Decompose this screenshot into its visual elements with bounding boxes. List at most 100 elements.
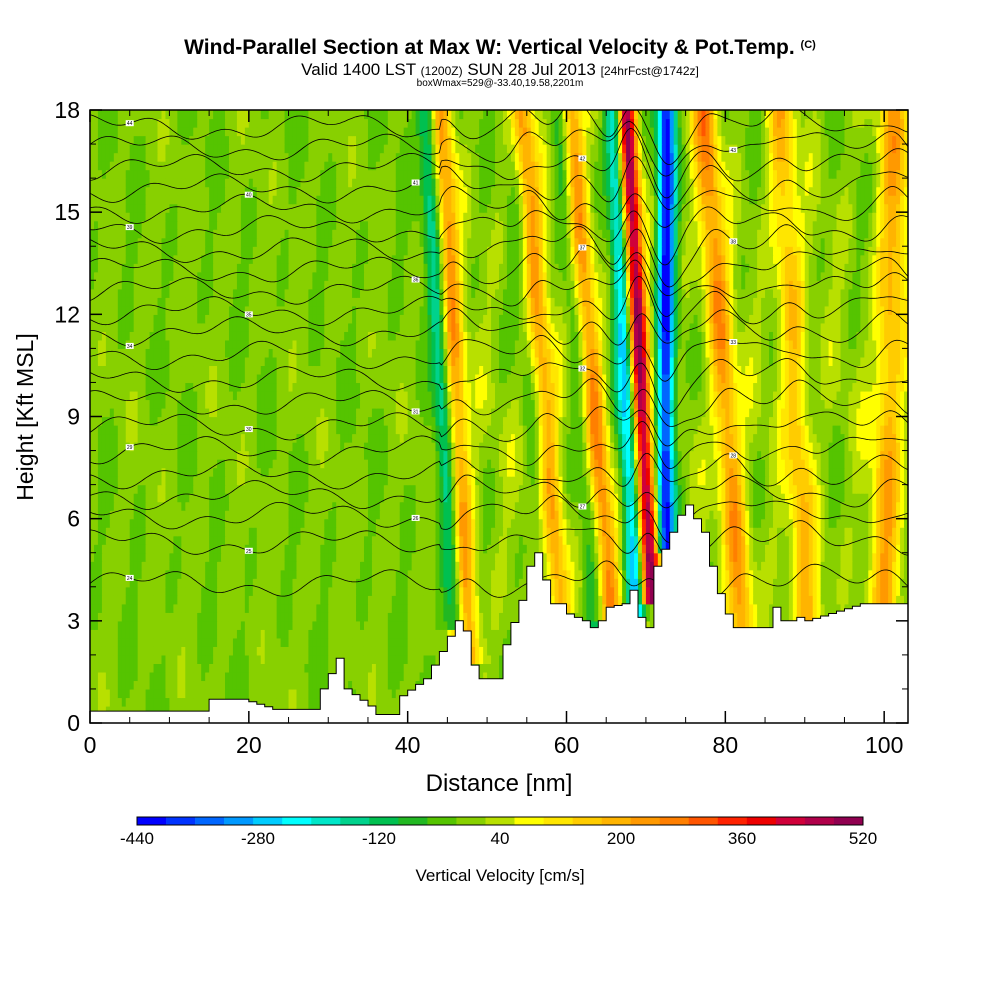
w-cell xyxy=(165,671,171,682)
w-cell xyxy=(641,518,647,528)
w-cell xyxy=(860,544,865,554)
w-cell xyxy=(296,535,302,545)
w-cell xyxy=(387,705,393,716)
w-cell xyxy=(352,595,357,605)
w-cell xyxy=(495,646,500,656)
w-cell xyxy=(90,688,95,699)
w-cell xyxy=(502,518,508,528)
w-cell xyxy=(491,527,496,537)
w-cell xyxy=(252,646,258,656)
w-cell xyxy=(169,680,174,690)
w-cell xyxy=(97,518,103,528)
w-cell xyxy=(427,518,433,528)
w-cell xyxy=(876,552,881,562)
w-cell xyxy=(217,688,222,699)
forecast-info: [24hrFcst@1742z] xyxy=(600,64,699,78)
w-cell xyxy=(784,535,790,545)
w-cell xyxy=(165,518,171,528)
w-cell xyxy=(630,569,635,579)
w-cell xyxy=(90,663,95,673)
w-cell xyxy=(133,552,139,562)
w-cell xyxy=(232,612,238,622)
w-cell xyxy=(272,620,278,630)
w-cell xyxy=(97,680,103,690)
w-cell xyxy=(383,552,389,562)
w-cell xyxy=(264,527,270,537)
w-cell xyxy=(395,569,401,579)
w-cell xyxy=(467,544,472,554)
w-cell xyxy=(665,535,671,545)
w-cell xyxy=(252,629,258,639)
w-cell xyxy=(721,578,726,588)
w-cell xyxy=(487,535,492,545)
w-cell xyxy=(153,646,159,656)
w-cell xyxy=(363,552,369,562)
w-cell xyxy=(288,637,294,647)
w-cell xyxy=(792,595,798,605)
w-cell xyxy=(256,688,262,699)
w-cell xyxy=(447,569,452,579)
w-cell xyxy=(363,654,369,664)
w-cell xyxy=(113,620,119,630)
w-cell xyxy=(415,561,421,571)
w-cell xyxy=(419,629,425,639)
w-cell xyxy=(248,654,254,664)
w-cell xyxy=(546,552,552,562)
w-cell xyxy=(383,578,389,588)
w-cell xyxy=(387,518,393,528)
w-cell xyxy=(614,552,619,562)
w-cell xyxy=(165,680,171,690)
w-cell xyxy=(308,569,313,579)
w-cell xyxy=(749,586,754,596)
w-cell xyxy=(252,518,258,528)
w-cell xyxy=(471,603,476,613)
w-cell xyxy=(205,654,210,664)
w-cell xyxy=(109,654,115,664)
w-cell xyxy=(137,646,143,656)
w-cell xyxy=(562,518,568,528)
w-cell xyxy=(403,552,409,562)
w-cell xyxy=(367,637,373,647)
w-cell xyxy=(356,578,361,588)
w-cell xyxy=(618,586,623,596)
w-cell xyxy=(141,646,147,656)
w-cell xyxy=(280,654,286,664)
w-cell xyxy=(232,595,238,605)
w-cell xyxy=(749,561,754,571)
w-cell xyxy=(157,637,163,647)
w-cell xyxy=(487,654,492,664)
w-cell xyxy=(153,705,159,716)
w-cell xyxy=(252,680,258,690)
w-cell xyxy=(260,586,266,596)
w-cell xyxy=(741,518,746,528)
w-cell xyxy=(316,527,321,537)
w-cell xyxy=(761,544,766,554)
w-cell xyxy=(479,671,484,682)
w-cell xyxy=(796,612,802,622)
w-cell xyxy=(276,603,282,613)
w-cell xyxy=(213,654,218,664)
w-cell xyxy=(435,654,441,664)
w-cell xyxy=(443,578,448,588)
w-cell xyxy=(391,629,397,639)
w-cell xyxy=(812,595,818,605)
w-cell xyxy=(101,620,107,630)
w-cell xyxy=(97,620,103,630)
w-cell xyxy=(844,578,850,588)
w-cell xyxy=(506,620,512,630)
w-cell xyxy=(90,654,95,664)
w-cell xyxy=(340,518,345,528)
w-cell xyxy=(193,535,198,545)
w-cell xyxy=(292,552,298,562)
w-cell xyxy=(352,578,357,588)
w-cell xyxy=(788,595,794,605)
w-cell xyxy=(896,535,901,545)
w-cell xyxy=(447,603,452,613)
w-cell xyxy=(169,552,174,562)
w-cell xyxy=(419,586,425,596)
w-cell xyxy=(296,671,302,682)
w-cell xyxy=(272,595,278,605)
w-cell xyxy=(765,552,770,562)
w-cell xyxy=(379,586,385,596)
w-cell xyxy=(363,603,369,613)
